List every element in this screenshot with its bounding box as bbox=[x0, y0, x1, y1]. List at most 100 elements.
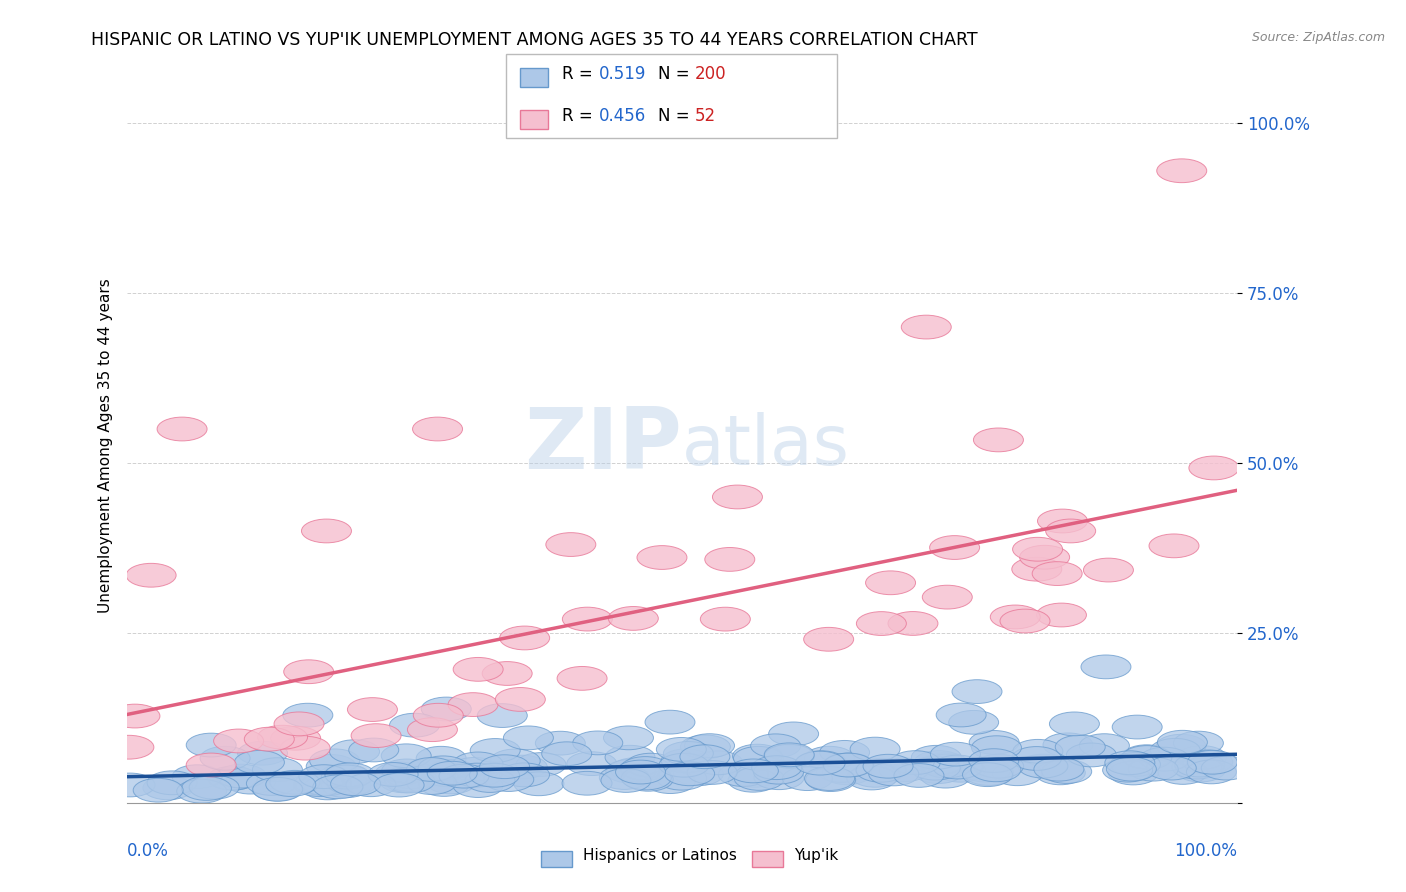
Ellipse shape bbox=[846, 766, 897, 790]
Ellipse shape bbox=[270, 771, 319, 794]
Ellipse shape bbox=[728, 768, 778, 792]
Ellipse shape bbox=[381, 759, 432, 783]
Ellipse shape bbox=[889, 612, 938, 635]
Ellipse shape bbox=[1177, 746, 1226, 770]
Ellipse shape bbox=[914, 751, 965, 774]
Ellipse shape bbox=[309, 749, 360, 772]
Ellipse shape bbox=[347, 698, 398, 722]
Ellipse shape bbox=[280, 736, 330, 760]
Ellipse shape bbox=[879, 758, 929, 781]
Ellipse shape bbox=[730, 764, 779, 788]
Ellipse shape bbox=[910, 756, 960, 780]
Ellipse shape bbox=[1187, 750, 1237, 774]
Ellipse shape bbox=[271, 726, 321, 750]
Ellipse shape bbox=[104, 735, 153, 759]
Text: Yup'ik: Yup'ik bbox=[794, 848, 838, 863]
Ellipse shape bbox=[314, 775, 363, 798]
Ellipse shape bbox=[914, 760, 963, 783]
Ellipse shape bbox=[1042, 760, 1091, 783]
Text: HISPANIC OR LATINO VS YUP'IK UNEMPLOYMENT AMONG AGES 35 TO 44 YEARS CORRELATION : HISPANIC OR LATINO VS YUP'IK UNEMPLOYMEN… bbox=[91, 31, 979, 49]
Ellipse shape bbox=[105, 773, 155, 797]
Ellipse shape bbox=[283, 703, 333, 727]
Ellipse shape bbox=[921, 754, 972, 778]
Ellipse shape bbox=[495, 688, 546, 711]
Ellipse shape bbox=[301, 772, 352, 796]
Ellipse shape bbox=[453, 752, 503, 776]
Ellipse shape bbox=[412, 417, 463, 441]
Ellipse shape bbox=[645, 770, 696, 794]
Ellipse shape bbox=[765, 743, 814, 767]
Ellipse shape bbox=[637, 546, 688, 569]
Ellipse shape bbox=[1019, 545, 1070, 569]
Ellipse shape bbox=[349, 738, 399, 762]
Ellipse shape bbox=[932, 756, 983, 779]
Ellipse shape bbox=[609, 607, 658, 631]
Ellipse shape bbox=[470, 764, 520, 787]
Ellipse shape bbox=[1157, 159, 1206, 183]
Ellipse shape bbox=[1033, 757, 1084, 781]
Ellipse shape bbox=[418, 756, 468, 780]
Ellipse shape bbox=[217, 764, 267, 788]
Ellipse shape bbox=[851, 737, 900, 761]
Text: 100.0%: 100.0% bbox=[1174, 842, 1237, 860]
Ellipse shape bbox=[181, 777, 232, 800]
Ellipse shape bbox=[322, 765, 371, 789]
Ellipse shape bbox=[960, 758, 1011, 782]
Ellipse shape bbox=[284, 660, 333, 683]
Ellipse shape bbox=[374, 773, 425, 797]
Ellipse shape bbox=[470, 739, 520, 763]
Ellipse shape bbox=[482, 662, 531, 685]
Ellipse shape bbox=[1012, 739, 1063, 764]
Ellipse shape bbox=[1175, 758, 1226, 782]
Ellipse shape bbox=[451, 764, 502, 787]
Ellipse shape bbox=[252, 777, 302, 801]
Ellipse shape bbox=[993, 762, 1042, 786]
Ellipse shape bbox=[901, 315, 952, 339]
Ellipse shape bbox=[693, 751, 742, 774]
Ellipse shape bbox=[1150, 739, 1201, 762]
Ellipse shape bbox=[869, 762, 918, 786]
Ellipse shape bbox=[449, 693, 498, 716]
Ellipse shape bbox=[1038, 509, 1087, 533]
Ellipse shape bbox=[406, 771, 457, 795]
Text: ZIP: ZIP bbox=[524, 404, 682, 488]
Ellipse shape bbox=[408, 718, 457, 741]
Ellipse shape bbox=[1128, 757, 1178, 781]
Ellipse shape bbox=[238, 741, 287, 765]
Ellipse shape bbox=[600, 769, 651, 792]
Ellipse shape bbox=[603, 726, 654, 750]
Ellipse shape bbox=[422, 763, 472, 787]
Ellipse shape bbox=[1000, 609, 1050, 633]
Ellipse shape bbox=[1018, 755, 1069, 778]
Ellipse shape bbox=[450, 757, 499, 781]
Ellipse shape bbox=[866, 571, 915, 595]
Ellipse shape bbox=[1171, 756, 1222, 779]
Ellipse shape bbox=[307, 755, 356, 779]
Ellipse shape bbox=[856, 612, 907, 635]
Ellipse shape bbox=[214, 729, 263, 753]
Ellipse shape bbox=[385, 769, 434, 793]
Ellipse shape bbox=[172, 764, 222, 789]
Ellipse shape bbox=[1182, 750, 1233, 774]
Ellipse shape bbox=[920, 753, 970, 776]
Ellipse shape bbox=[426, 770, 477, 794]
Ellipse shape bbox=[110, 704, 160, 728]
Ellipse shape bbox=[820, 740, 869, 764]
Ellipse shape bbox=[806, 768, 856, 791]
Ellipse shape bbox=[796, 751, 846, 774]
Ellipse shape bbox=[1036, 603, 1087, 627]
Ellipse shape bbox=[330, 772, 381, 796]
Ellipse shape bbox=[346, 772, 396, 797]
Ellipse shape bbox=[1032, 562, 1083, 585]
Ellipse shape bbox=[301, 519, 352, 543]
Ellipse shape bbox=[728, 759, 779, 783]
Ellipse shape bbox=[572, 731, 623, 755]
Ellipse shape bbox=[754, 760, 804, 784]
Text: 0.0%: 0.0% bbox=[127, 842, 169, 860]
Ellipse shape bbox=[321, 774, 371, 797]
Text: N =: N = bbox=[658, 107, 695, 125]
Ellipse shape bbox=[804, 747, 855, 770]
Ellipse shape bbox=[796, 751, 845, 775]
Ellipse shape bbox=[375, 762, 425, 786]
Ellipse shape bbox=[661, 749, 711, 772]
